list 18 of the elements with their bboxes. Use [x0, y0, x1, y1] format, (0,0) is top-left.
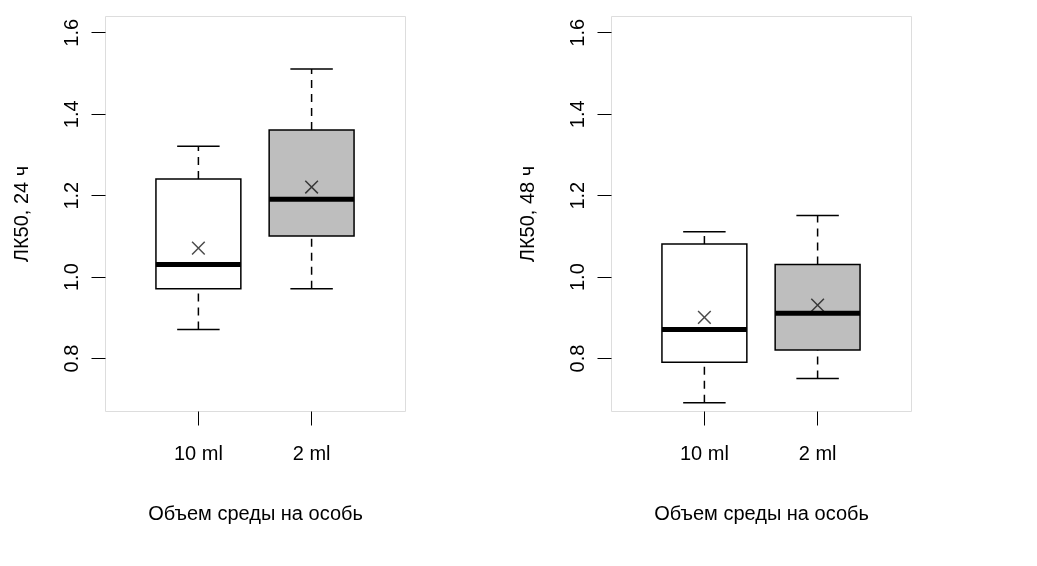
y-tick-label: 1.2	[565, 181, 588, 210]
y-tick-label: 0.8	[565, 344, 588, 373]
x-tick-label: 10 ml	[679, 441, 729, 464]
x-tick-label: 2 ml	[798, 441, 837, 464]
y-tick-label: 1.6	[59, 18, 82, 47]
y-axis-title: ЛК50, 48 ч	[515, 165, 538, 263]
y-tick-label: 1.4	[59, 100, 82, 129]
x-axis-title: Объем среды на особь	[654, 501, 869, 524]
y-tick-label: 1.0	[59, 263, 82, 292]
y-tick-label: 1.6	[565, 18, 588, 47]
x-tick-label: 10 ml	[173, 441, 223, 464]
y-axis-title: ЛК50, 24 ч	[9, 165, 32, 263]
y-tick-label: 1.0	[565, 263, 588, 292]
y-tick-label: 1.2	[59, 181, 82, 210]
x-axis-title: Объем среды на особь	[148, 501, 363, 524]
y-tick-label: 1.4	[565, 100, 588, 129]
y-tick-label: 0.8	[59, 344, 82, 373]
x-tick-label: 2 ml	[292, 441, 331, 464]
